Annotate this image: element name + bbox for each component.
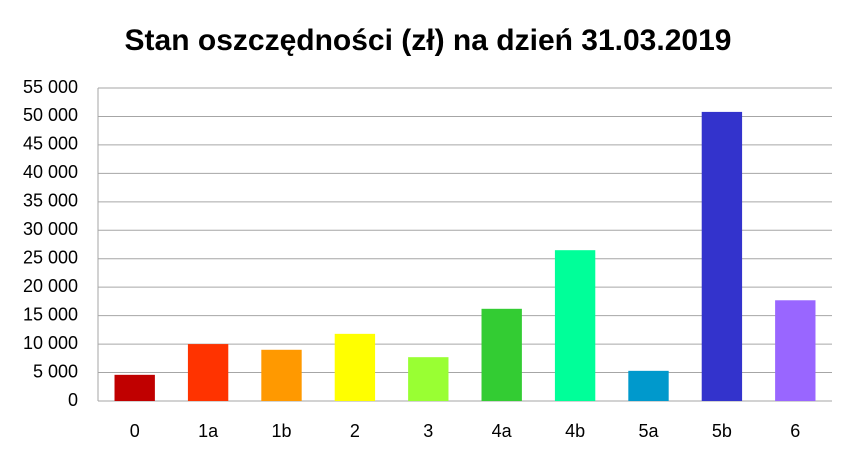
x-tick-label: 1a [198, 421, 219, 441]
chart-title: Stan oszczędności (zł) na dzień 31.03.20… [125, 24, 732, 57]
bar [701, 111, 743, 401]
y-tick-label: 0 [68, 390, 78, 410]
y-tick-label: 30 000 [23, 219, 78, 239]
y-tick-label: 45 000 [23, 134, 78, 154]
x-tick-label: 4a [492, 421, 513, 441]
x-tick-label: 0 [130, 421, 140, 441]
x-tick-label: 5a [638, 421, 659, 441]
bar [334, 333, 376, 401]
bar [408, 357, 449, 401]
x-tick-label: 2 [350, 421, 360, 441]
x-tick-label: 1b [271, 421, 291, 441]
x-tick-label: 3 [423, 421, 433, 441]
bar [481, 308, 522, 401]
x-tick-label: 5b [712, 421, 732, 441]
bar [187, 344, 229, 401]
x-tick-label: 4b [565, 421, 585, 441]
y-tick-label: 10 000 [23, 333, 78, 353]
bar [554, 250, 596, 401]
y-tick-label: 15 000 [23, 304, 78, 324]
y-tick-label: 50 000 [23, 105, 78, 125]
y-tick-label: 5 000 [33, 361, 78, 381]
bar [775, 300, 816, 401]
bar [628, 370, 669, 401]
y-tick-label: 40 000 [23, 162, 78, 182]
y-tick-label: 20 000 [23, 276, 78, 296]
y-tick-label: 35 000 [23, 191, 78, 211]
y-tick-label: 55 000 [23, 77, 78, 97]
x-tick-label: 6 [790, 421, 800, 441]
bar [114, 374, 155, 401]
bar [261, 349, 302, 401]
y-tick-label: 25 000 [23, 247, 78, 267]
